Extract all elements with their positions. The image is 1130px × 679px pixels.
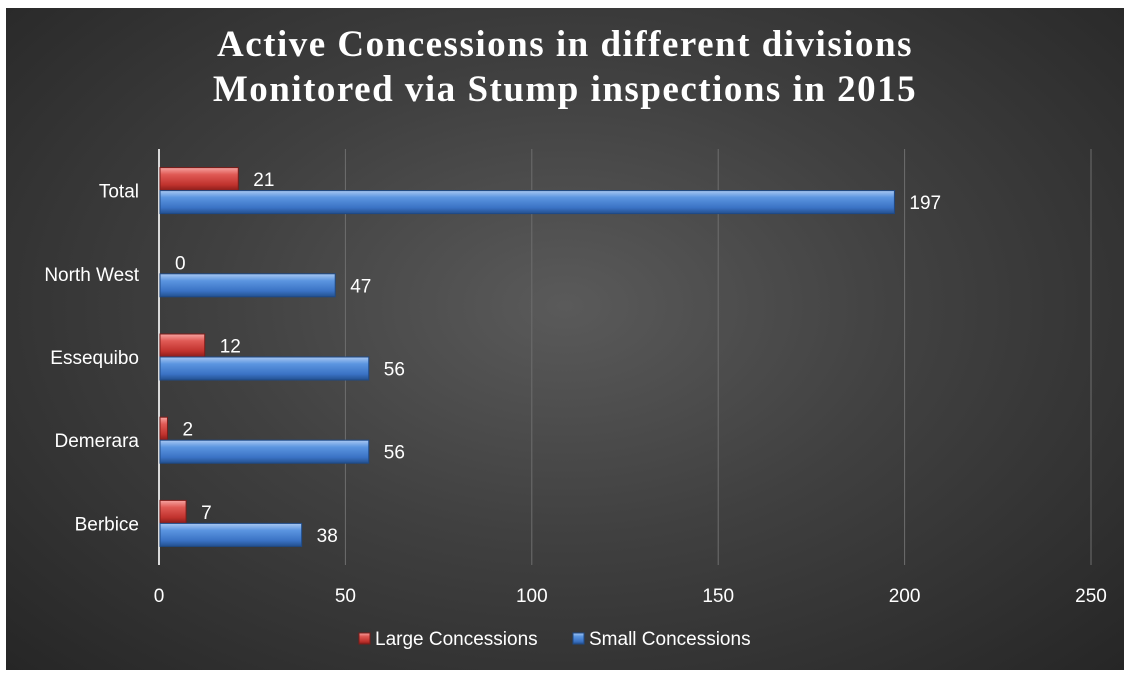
data-label: 197 xyxy=(909,193,941,214)
data-label: 0 xyxy=(175,253,186,274)
data-label: 47 xyxy=(350,276,371,297)
category-label: Berbice xyxy=(75,514,139,535)
data-label: 7 xyxy=(201,503,212,524)
bar-large-concessions xyxy=(159,333,206,358)
chart-title-line-2: Monitored via Stump inspections in 2015 xyxy=(212,69,918,110)
category-label: Essequibo xyxy=(50,348,139,369)
category-label: Total xyxy=(99,182,139,203)
data-label: 21 xyxy=(253,170,274,191)
data-label: 56 xyxy=(384,443,405,464)
data-label: 12 xyxy=(220,337,241,358)
bar-large-concessions xyxy=(159,499,187,524)
bar-chart-svg: 0 50 100 150 200 250 Berbice 7 38 Demerara 2 56 Esse… xyxy=(44,149,1107,650)
data-label: 56 xyxy=(384,360,405,381)
legend-swatch-small xyxy=(572,632,585,645)
x-tick-label: 100 xyxy=(516,586,548,607)
data-label: 38 xyxy=(317,526,338,547)
x-tick-label: 250 xyxy=(1075,586,1107,607)
bar-large-concessions xyxy=(159,167,239,192)
bar-small-concessions xyxy=(159,356,370,381)
legend-label-large: Large Concessions xyxy=(375,629,538,650)
bar-small-concessions xyxy=(159,190,895,215)
bar-small-concessions xyxy=(159,522,303,547)
x-tick-label: 50 xyxy=(335,586,356,607)
legend-swatch-large xyxy=(358,632,371,645)
category-label: North West xyxy=(44,265,139,286)
data-label: 2 xyxy=(182,420,193,441)
category-label: Demerara xyxy=(55,431,140,452)
bar-small-concessions xyxy=(159,439,370,464)
chart-title: Active Concessions in different division… xyxy=(6,22,1124,112)
bar-small-concessions xyxy=(159,273,336,298)
x-tick-label: 0 xyxy=(154,586,165,607)
chart-area: Active Concessions in different division… xyxy=(6,8,1124,670)
legend-label-small: Small Concessions xyxy=(589,629,751,650)
x-tick-label: 150 xyxy=(702,586,734,607)
x-tick-label: 200 xyxy=(889,586,921,607)
bar-large-concessions xyxy=(159,416,168,441)
chart-title-line-1: Active Concessions in different division… xyxy=(216,24,913,65)
